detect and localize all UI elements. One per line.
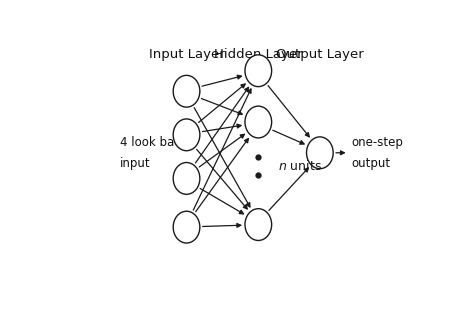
Text: output: output — [351, 157, 390, 169]
Text: 4 look back: 4 look back — [120, 136, 187, 149]
Text: input: input — [120, 157, 150, 169]
Ellipse shape — [173, 119, 200, 151]
Text: Output Layer: Output Layer — [276, 48, 364, 61]
Ellipse shape — [245, 209, 272, 240]
Text: $n$ units: $n$ units — [278, 159, 321, 172]
Text: one-step: one-step — [351, 136, 403, 149]
Ellipse shape — [173, 75, 200, 107]
Ellipse shape — [245, 55, 272, 87]
Ellipse shape — [173, 211, 200, 243]
Ellipse shape — [173, 163, 200, 194]
Text: Input Layer: Input Layer — [149, 48, 224, 61]
Ellipse shape — [245, 106, 272, 138]
Text: Hidden Layer: Hidden Layer — [214, 48, 302, 61]
Ellipse shape — [307, 137, 333, 169]
